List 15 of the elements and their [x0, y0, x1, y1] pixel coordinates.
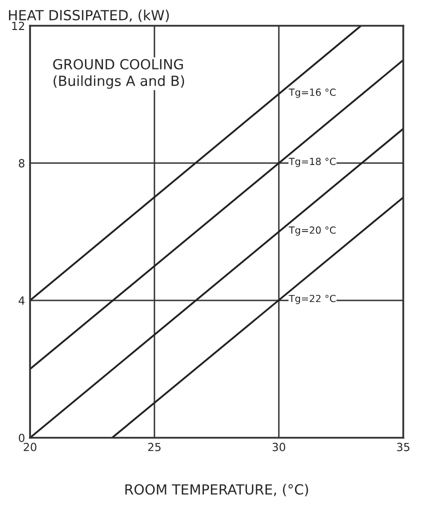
y-axis-title: HEAT DISSIPATED, (kW): [9, 10, 169, 22]
x-axis-title: ROOM TEMPERATURE, (°C): [125, 484, 308, 496]
x-tick-label: 35: [397, 442, 410, 452]
y-tick-label: 8: [18, 159, 24, 168]
annotation: GROUND COOLING (Buildings A and B): [53, 58, 184, 89]
x-tick-label: 25: [148, 442, 161, 452]
y-tick-label: 12: [12, 22, 24, 30]
x-tick-label: 20: [24, 442, 36, 452]
y-tick-label: 0: [18, 434, 24, 442]
y-tick-label: 4: [18, 296, 25, 305]
series-label: Tg=20 °C: [288, 226, 336, 236]
series-label: Tg=16 °C: [288, 88, 336, 98]
x-tick-label: 30: [272, 442, 286, 452]
series-label: Tg=22 °C: [288, 294, 336, 304]
series-label: Tg=18 °C: [288, 158, 336, 167]
